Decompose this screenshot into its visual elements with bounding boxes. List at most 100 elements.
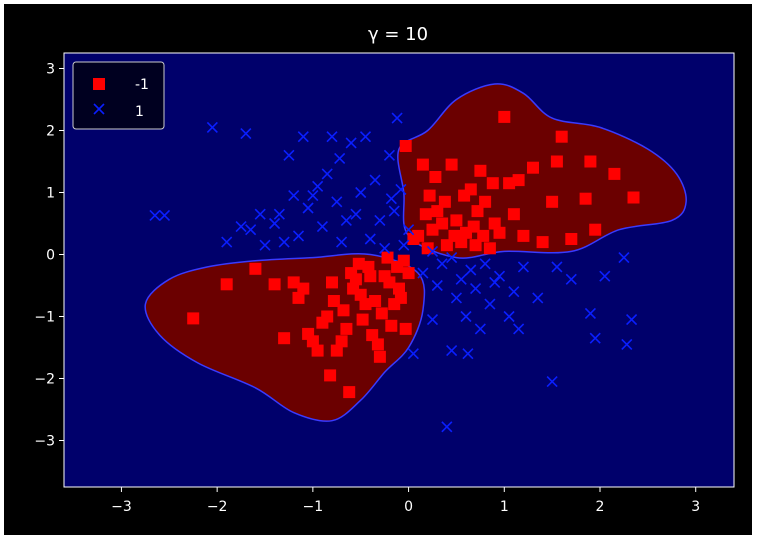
- point-pos: [364, 233, 376, 245]
- x-tick-label: 3: [691, 499, 700, 515]
- point-neg: [627, 191, 640, 204]
- point-neg: [393, 282, 405, 295]
- point-neg: [297, 282, 310, 295]
- point-pos: [345, 137, 357, 149]
- x-tick-label: 0: [404, 499, 413, 515]
- point-pos: [417, 267, 429, 279]
- point-pos: [334, 152, 346, 164]
- point-pos: [321, 168, 333, 180]
- point-pos: [455, 273, 467, 285]
- point-neg: [421, 242, 434, 255]
- legend-marker-pos: [93, 103, 105, 115]
- x-tick-label: 2: [596, 499, 605, 515]
- point-pos: [273, 208, 285, 220]
- point-pos: [369, 174, 381, 186]
- point-pos: [407, 348, 419, 360]
- point-pos: [584, 307, 596, 319]
- point-neg: [383, 276, 396, 289]
- point-pos: [484, 298, 496, 310]
- point-neg: [546, 195, 559, 208]
- point-pos: [316, 221, 328, 233]
- x-tick-label: −2: [207, 499, 228, 515]
- point-pos: [359, 131, 372, 143]
- point-pos: [551, 261, 563, 273]
- point-pos: [621, 338, 633, 350]
- point-neg: [436, 217, 449, 230]
- point-pos: [149, 209, 161, 222]
- point-neg: [268, 278, 281, 291]
- point-pos: [288, 190, 300, 202]
- point-pos: [474, 323, 486, 335]
- point-pos: [465, 264, 477, 276]
- x-tick-label: 1: [500, 499, 509, 515]
- point-neg: [292, 291, 305, 304]
- point-neg: [356, 313, 369, 326]
- point-pos: [331, 196, 343, 208]
- point-pos: [446, 345, 458, 357]
- point-pos: [379, 242, 391, 254]
- point-pos: [385, 193, 397, 205]
- point-neg: [362, 260, 375, 273]
- point-neg: [399, 322, 412, 335]
- point-pos: [517, 261, 529, 273]
- point-pos: [565, 273, 577, 285]
- point-pos: [221, 236, 233, 248]
- point-pos: [391, 112, 403, 124]
- point-pos: [403, 224, 415, 236]
- point-neg: [507, 208, 520, 221]
- point-neg: [431, 205, 444, 218]
- point-neg: [429, 171, 442, 183]
- point-pos: [626, 314, 638, 326]
- point-neg: [426, 223, 439, 236]
- point-pos: [431, 279, 443, 292]
- point-pos: [235, 221, 247, 233]
- y-tick-label: −1: [34, 310, 55, 326]
- point-pos: [462, 348, 474, 360]
- point-pos: [503, 310, 515, 323]
- point-neg: [335, 335, 348, 348]
- point-neg: [326, 276, 338, 289]
- point-pos: [398, 239, 410, 251]
- point-neg: [455, 236, 468, 249]
- point-pos: [395, 183, 407, 195]
- point-neg: [440, 239, 453, 252]
- x-tick-label: −1: [303, 499, 324, 515]
- point-neg: [306, 335, 319, 348]
- point-pos: [426, 245, 439, 257]
- point-neg: [493, 226, 506, 239]
- point-pos: [450, 292, 462, 304]
- point-neg: [330, 344, 343, 357]
- point-pos: [254, 208, 266, 220]
- y-tick-label: 3: [46, 62, 55, 78]
- point-pos: [259, 239, 271, 251]
- point-neg: [498, 110, 511, 123]
- point-neg: [423, 189, 436, 202]
- point-pos: [446, 252, 458, 264]
- point-pos: [292, 230, 305, 242]
- point-neg: [373, 350, 386, 363]
- legend: -1 1: [72, 61, 165, 130]
- x-tick-label: −3: [111, 499, 132, 515]
- point-neg: [220, 278, 233, 291]
- point-neg: [555, 130, 568, 143]
- chart-title: γ = 10: [368, 24, 428, 45]
- point-neg: [527, 161, 539, 174]
- axes-frame: [63, 52, 735, 488]
- point-neg: [399, 140, 412, 152]
- point-pos: [460, 310, 472, 323]
- point-neg: [371, 338, 384, 351]
- point-pos: [493, 270, 506, 282]
- point-neg: [584, 155, 597, 168]
- point-pos: [441, 421, 453, 433]
- point-neg: [450, 214, 463, 227]
- chart-svg: γ = 10 −3 −2 −1 0 1 2 3 −3 −2 −1 0 1 2 3 -1 1: [34, 24, 735, 515]
- point-neg: [419, 208, 432, 221]
- y-tick-label: 1: [46, 186, 55, 202]
- chart-frame: γ = 10 −3 −2 −1 0 1 2 3 −3 −2 −1 0 1 2 3 -1 1: [4, 4, 752, 535]
- point-neg: [608, 167, 621, 180]
- point-pos: [326, 131, 338, 143]
- point-neg: [488, 217, 501, 230]
- y-tick-label: −3: [34, 434, 55, 450]
- point-pos: [470, 283, 482, 295]
- point-pos: [374, 214, 386, 226]
